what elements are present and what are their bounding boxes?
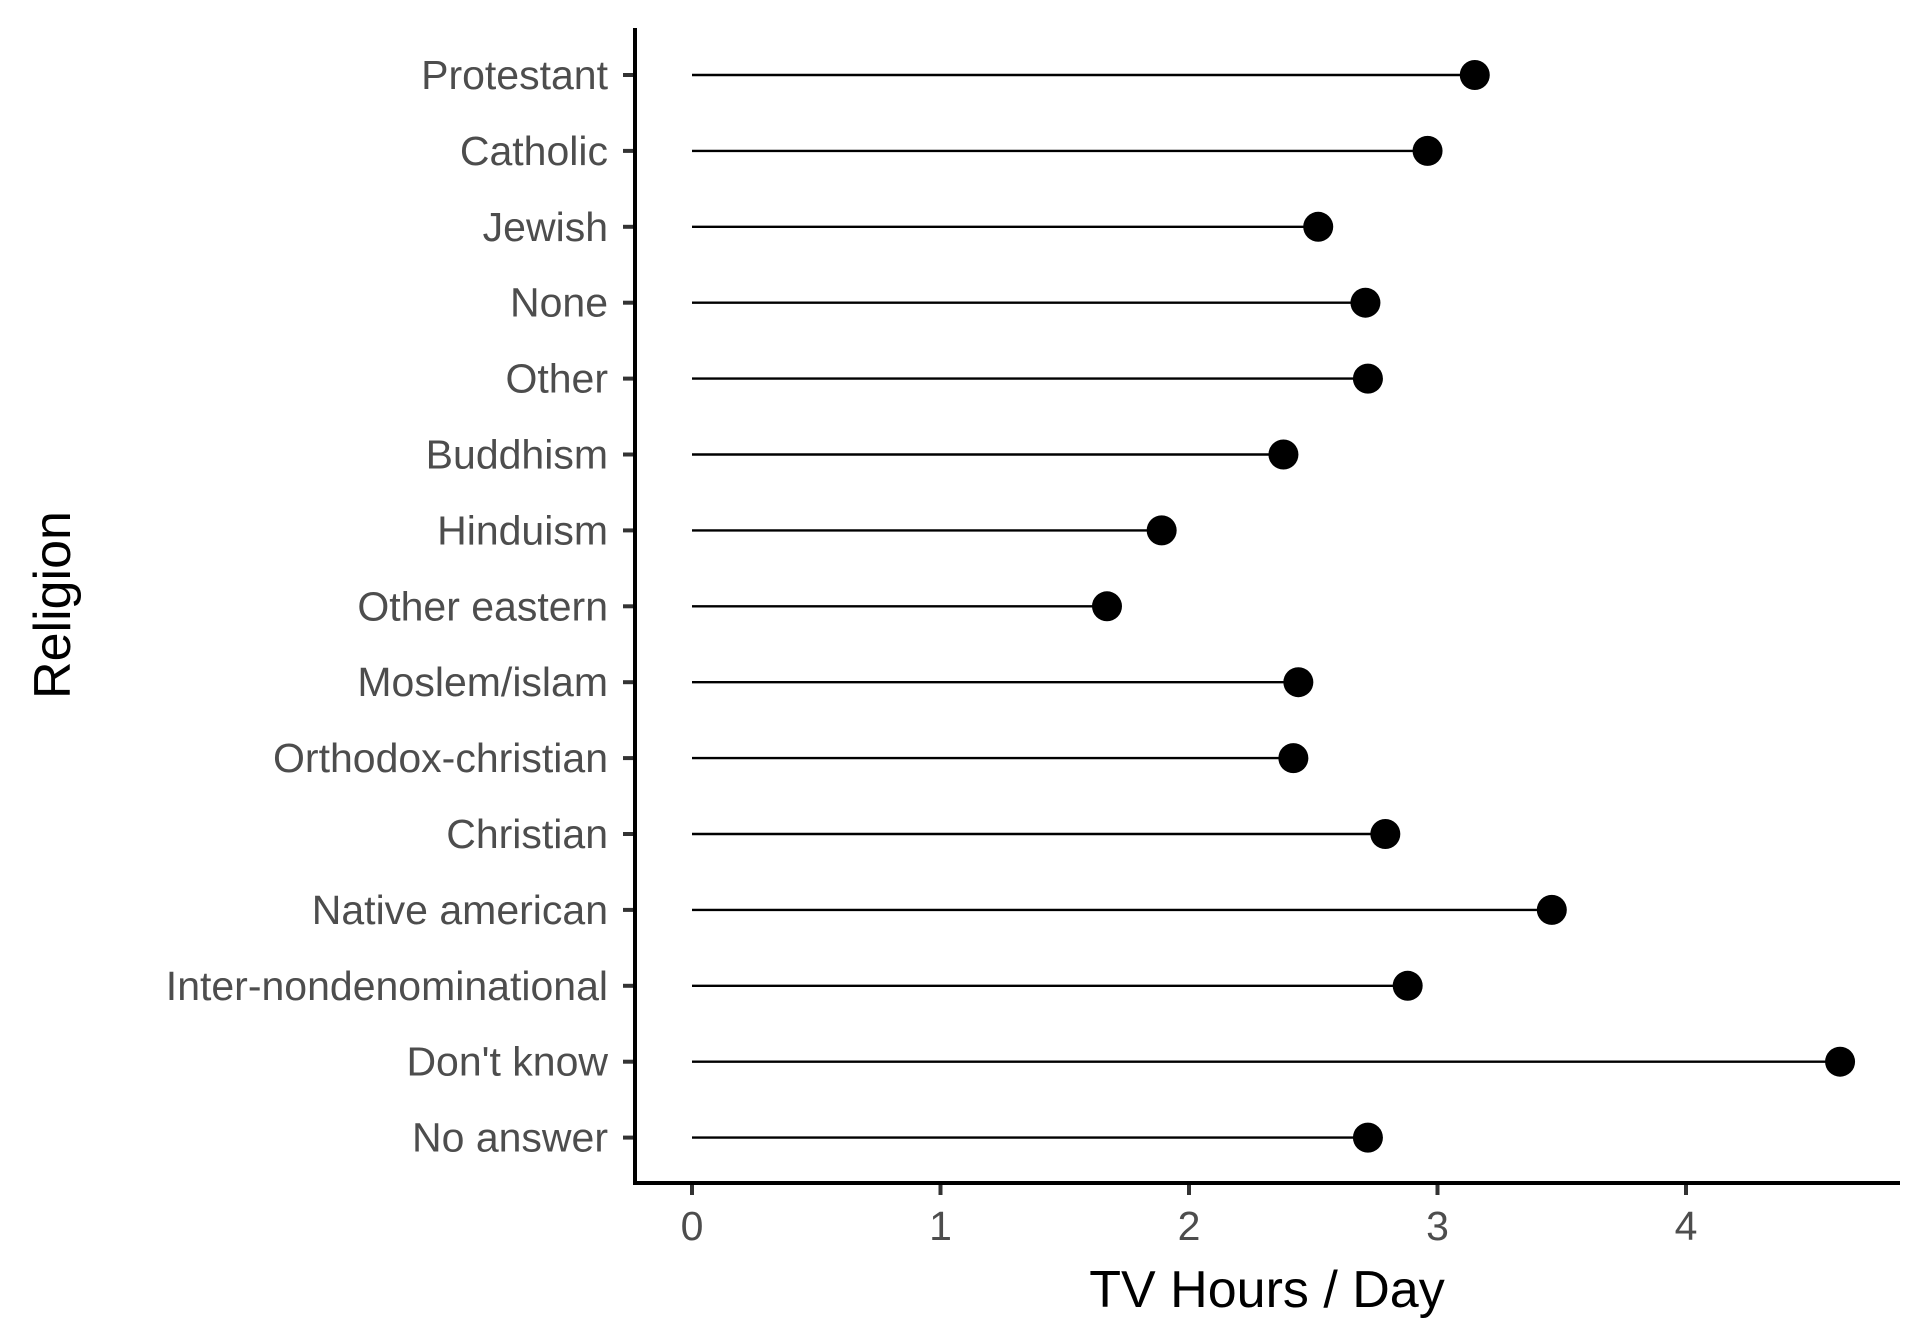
lollipop-point-no-answer [1352, 1122, 1383, 1153]
lollipop-point-protestant [1459, 60, 1490, 90]
y-axis-title: Religion [24, 511, 82, 699]
y-tick-label-don-t-know: Don't know [406, 1039, 608, 1085]
lollipop-point-christian [1370, 819, 1401, 849]
lollipop-point-buddhism [1268, 439, 1299, 470]
x-tick-label-4: 4 [1675, 1203, 1698, 1249]
y-tick-label-none: None [510, 280, 608, 326]
y-tick-label-protestant: Protestant [421, 52, 608, 98]
lollipop-point-don-t-know [1825, 1046, 1856, 1077]
lollipop-point-native-american [1536, 894, 1567, 925]
x-axis-title: TV Hours / Day [1089, 1261, 1444, 1319]
y-tick-label-other: Other [505, 356, 608, 402]
lollipop-point-moslem-islam [1283, 667, 1314, 698]
y-tick-labels: Protestant Catholic Jewish None Other Buddhis… [166, 52, 635, 1161]
y-tick-label-moslem-islam: Moslem/islam [357, 659, 608, 705]
y-tick-label-hinduism: Hinduism [437, 507, 608, 553]
lollipop-point-orthodox-christian [1278, 743, 1309, 774]
x-tick-label-3: 3 [1426, 1203, 1449, 1249]
x-tick-label-2: 2 [1178, 1203, 1201, 1249]
lollipop-point-jewish [1303, 211, 1334, 242]
lollipop-point-other [1352, 363, 1383, 394]
y-tick-label-jewish: Jewish [483, 204, 608, 250]
y-tick-label-native-american: Native american [312, 887, 608, 933]
y-tick-label-orthodox-christian: Orthodox-christian [273, 735, 608, 781]
y-tick-label-catholic: Catholic [460, 128, 608, 174]
lollipop-point-other-eastern [1091, 591, 1122, 622]
x-tick-label-0: 0 [681, 1203, 704, 1249]
y-tick-label-no-answer: No answer [412, 1115, 608, 1161]
y-tick-label-inter-nondenominational: Inter-nondenominational [166, 963, 608, 1009]
y-tick-label-buddhism: Buddhism [426, 432, 608, 478]
y-tick-label-other-eastern: Other eastern [357, 583, 608, 629]
lollipop-point-catholic [1412, 135, 1443, 166]
x-tick-label-1: 1 [929, 1203, 952, 1249]
lollipop-point-inter-nondenominational [1392, 970, 1423, 1001]
lollipop-point-hinduism [1146, 515, 1177, 546]
chart-marks [692, 60, 1856, 1153]
lollipop-point-none [1350, 287, 1381, 318]
x-ticks: 0 1 2 3 4 [681, 1183, 1698, 1249]
y-tick-label-christian: Christian [446, 811, 608, 857]
